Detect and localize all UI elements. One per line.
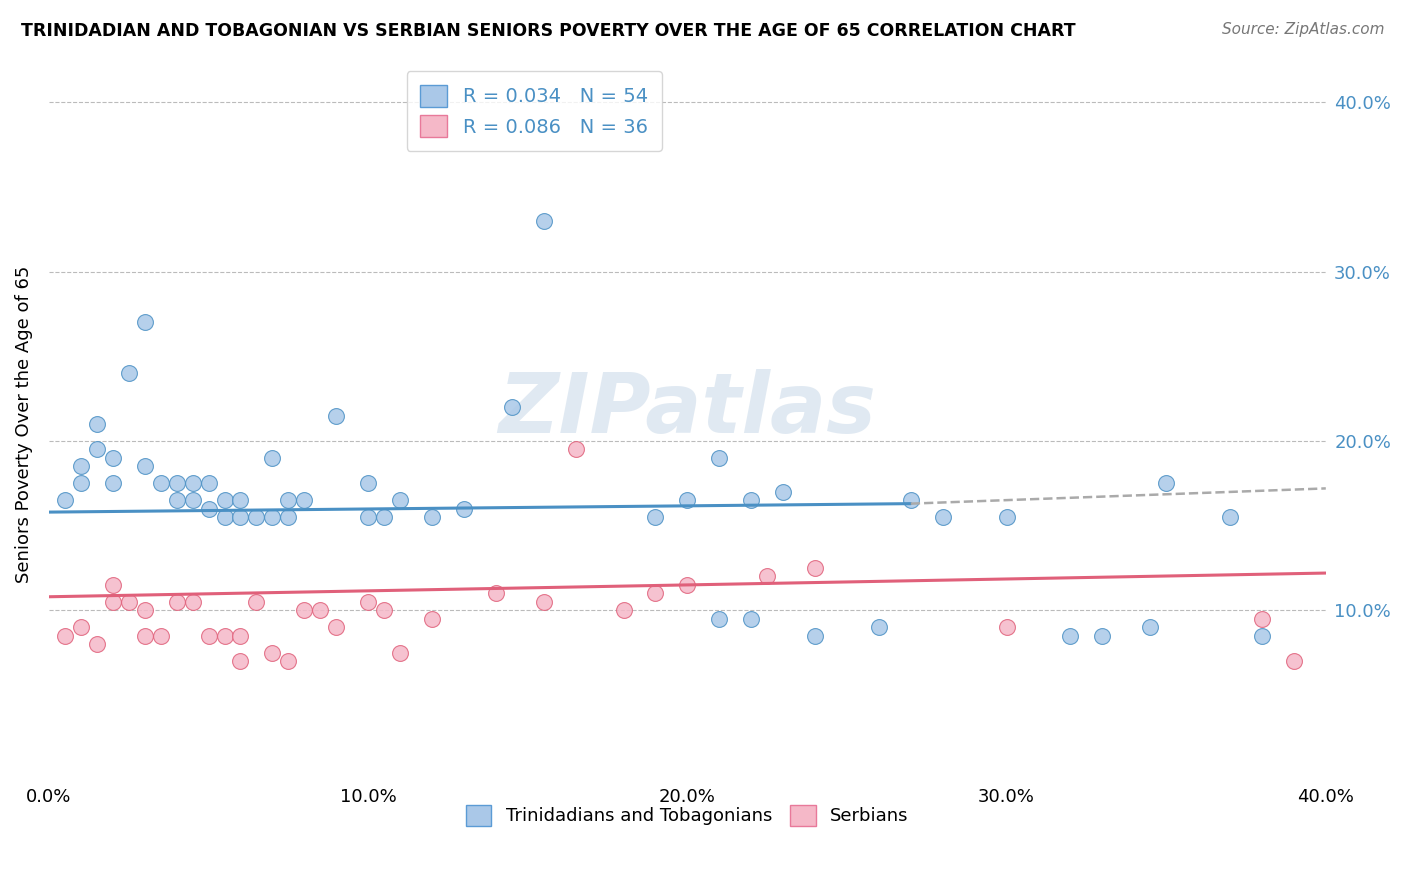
Point xyxy=(644,510,666,524)
Point xyxy=(564,442,586,457)
Point xyxy=(1251,612,1274,626)
Point xyxy=(740,612,762,626)
Point xyxy=(1091,629,1114,643)
Y-axis label: Seniors Poverty Over the Age of 65: Seniors Poverty Over the Age of 65 xyxy=(15,266,32,582)
Point xyxy=(181,476,204,491)
Point xyxy=(262,510,284,524)
Point xyxy=(1219,510,1241,524)
Point xyxy=(533,214,555,228)
Point xyxy=(357,476,380,491)
Point xyxy=(229,510,252,524)
Point xyxy=(676,493,699,508)
Point xyxy=(70,620,93,634)
Point xyxy=(245,595,267,609)
Point xyxy=(804,561,827,575)
Point xyxy=(501,400,523,414)
Point xyxy=(118,366,141,380)
Text: Source: ZipAtlas.com: Source: ZipAtlas.com xyxy=(1222,22,1385,37)
Point xyxy=(245,510,267,524)
Point xyxy=(166,476,188,491)
Point xyxy=(277,654,299,668)
Point xyxy=(166,493,188,508)
Point xyxy=(262,646,284,660)
Point xyxy=(86,442,108,457)
Point xyxy=(1154,476,1177,491)
Point xyxy=(214,629,236,643)
Point xyxy=(149,476,172,491)
Point xyxy=(709,450,731,465)
Point xyxy=(325,620,347,634)
Legend: Trinidadians and Tobagonians, Serbians: Trinidadians and Tobagonians, Serbians xyxy=(457,796,918,835)
Point xyxy=(995,620,1018,634)
Point xyxy=(86,637,108,651)
Text: ZIPatlas: ZIPatlas xyxy=(499,369,876,450)
Point xyxy=(533,595,555,609)
Point xyxy=(292,603,315,617)
Point xyxy=(197,501,219,516)
Point xyxy=(995,510,1018,524)
Point xyxy=(134,316,156,330)
Point xyxy=(325,409,347,423)
Point xyxy=(357,510,380,524)
Point xyxy=(644,586,666,600)
Point xyxy=(292,493,315,508)
Point xyxy=(1059,629,1081,643)
Point xyxy=(53,629,76,643)
Point xyxy=(262,450,284,465)
Point xyxy=(772,484,794,499)
Point xyxy=(740,493,762,508)
Point xyxy=(932,510,955,524)
Point xyxy=(214,510,236,524)
Point xyxy=(229,629,252,643)
Point xyxy=(134,629,156,643)
Point xyxy=(868,620,890,634)
Point xyxy=(1251,629,1274,643)
Point xyxy=(373,510,395,524)
Point xyxy=(70,459,93,474)
Point xyxy=(389,646,412,660)
Point xyxy=(53,493,76,508)
Point xyxy=(118,595,141,609)
Point xyxy=(70,476,93,491)
Point xyxy=(149,629,172,643)
Point xyxy=(214,493,236,508)
Point xyxy=(309,603,332,617)
Point xyxy=(373,603,395,617)
Text: TRINIDADIAN AND TOBAGONIAN VS SERBIAN SENIORS POVERTY OVER THE AGE OF 65 CORRELA: TRINIDADIAN AND TOBAGONIAN VS SERBIAN SE… xyxy=(21,22,1076,40)
Point xyxy=(181,595,204,609)
Point xyxy=(1282,654,1305,668)
Point xyxy=(420,510,443,524)
Point xyxy=(181,493,204,508)
Point xyxy=(612,603,634,617)
Point xyxy=(101,450,124,465)
Point xyxy=(134,459,156,474)
Point xyxy=(804,629,827,643)
Point xyxy=(1139,620,1161,634)
Point xyxy=(166,595,188,609)
Point xyxy=(485,586,508,600)
Point xyxy=(676,578,699,592)
Point xyxy=(101,476,124,491)
Point xyxy=(756,569,779,583)
Point xyxy=(101,595,124,609)
Point xyxy=(389,493,412,508)
Point xyxy=(197,629,219,643)
Point xyxy=(709,612,731,626)
Point xyxy=(420,612,443,626)
Point xyxy=(900,493,922,508)
Point xyxy=(86,417,108,431)
Point xyxy=(357,595,380,609)
Point xyxy=(277,510,299,524)
Point xyxy=(134,603,156,617)
Point xyxy=(277,493,299,508)
Point xyxy=(229,493,252,508)
Point xyxy=(101,578,124,592)
Point xyxy=(197,476,219,491)
Point xyxy=(229,654,252,668)
Point xyxy=(453,501,475,516)
